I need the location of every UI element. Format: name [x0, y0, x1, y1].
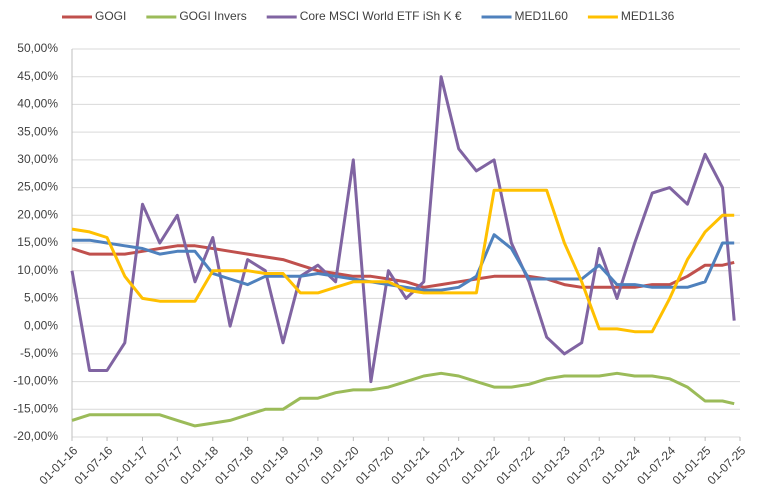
y-tick-label: 15,00% [17, 235, 58, 249]
y-tick-label: -10,00% [13, 374, 58, 388]
y-tick-label: 20,00% [17, 207, 58, 221]
series-line [72, 233, 735, 292]
y-tick-label: -5,00% [20, 346, 58, 360]
legend-label: MED1L36 [621, 9, 675, 23]
series-line [71, 244, 735, 289]
y-tick-label: -15,00% [13, 401, 58, 415]
series-line [71, 188, 735, 334]
legend-label: GOGI Invers [179, 9, 246, 23]
y-tick-label: 25,00% [17, 180, 58, 194]
legend-label: Core MSCI World ETF iSh K € [300, 9, 462, 23]
legend-label: GOGI [95, 9, 126, 23]
y-tick-label: 50,00% [17, 41, 58, 55]
legend-label: MED1L60 [515, 9, 569, 23]
series-line [71, 371, 735, 428]
y-tick-label: 40,00% [17, 97, 58, 111]
y-tick-label: 0,00% [24, 318, 58, 332]
y-tick-label: -20,00% [13, 429, 58, 443]
y-tick-label: 45,00% [17, 69, 58, 83]
y-tick-label: 30,00% [17, 152, 58, 166]
series-line [70, 75, 736, 384]
x-tick-label: 01-07-25 [704, 443, 748, 487]
y-tick-label: 5,00% [24, 291, 58, 305]
y-tick-label: 35,00% [17, 124, 58, 138]
y-tick-label: 10,00% [17, 263, 58, 277]
